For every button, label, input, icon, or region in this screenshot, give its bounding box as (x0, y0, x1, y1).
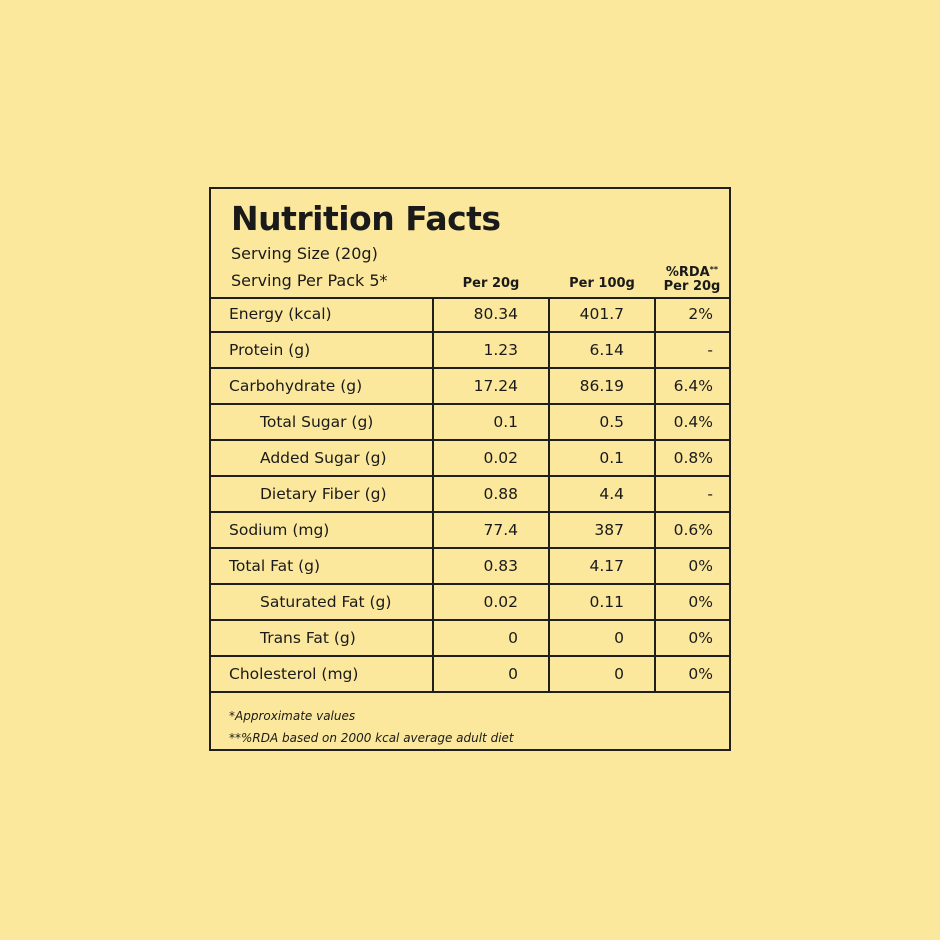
rda-value: 2% (654, 297, 729, 333)
serving-size: Serving Size (20g) (231, 244, 378, 263)
per-100g-value: 0.5 (548, 404, 655, 441)
nutrient-name: Energy (kcal) (211, 297, 433, 333)
nutrient-name: Saturated Fat (g) (211, 584, 433, 621)
per-100g-value: 387 (548, 512, 655, 549)
per-100g-value: 6.14 (548, 332, 655, 369)
rda-value: 0.6% (654, 512, 729, 549)
table-row: Protein (g) 1.23 6.14- (211, 332, 729, 369)
rda-header-line2: Per 20g (663, 279, 721, 294)
rda-value: - (654, 476, 729, 513)
per-serving-value: 1.23 (432, 332, 549, 369)
table-row: Sodium (mg) 77.4 387 0.6% (211, 512, 729, 549)
label-title: Nutrition Facts (231, 199, 501, 238)
per-100g-value: 0.1 (548, 440, 655, 477)
per-serving-value: 77.4 (432, 512, 549, 549)
nutrient-name: Dietary Fiber (g) (211, 476, 433, 513)
per-serving-value: 0.02 (432, 584, 549, 621)
nutrient-name: Trans Fat (g) (211, 620, 433, 657)
table-row: Cholesterol (mg) 0 0 0% (211, 656, 729, 693)
table-row: Trans Fat (g) 0 0 0% (211, 620, 729, 657)
per-serving-value: 0.1 (432, 404, 549, 441)
table-row: Carbohydrate (g) 17.24 86.19 6.4% (211, 368, 729, 405)
rda-header-line1: %RDA (665, 265, 710, 280)
per-100g-value: 0 (548, 620, 655, 657)
per-100g-value: 4.4 (548, 476, 655, 513)
nutrition-table: Energy (kcal) 80.34 401.7 2% Protein (g) 1.23… (211, 297, 729, 693)
rda-header-mark: ** (709, 265, 719, 274)
nutrient-name: Total Fat (g) (211, 548, 433, 585)
table-row: Total Sugar (g) 0.1 0.5 0.4% (211, 404, 729, 441)
serving-per-pack: Serving Per Pack 5* (231, 271, 388, 290)
nutrient-name: Protein (g) (211, 332, 433, 369)
rda-value: 0.8% (654, 440, 729, 477)
per-serving-value: 0.88 (432, 476, 549, 513)
per-serving-value: 0 (432, 656, 549, 693)
per-100g-value: 4.17 (548, 548, 655, 585)
column-header-rda: %RDA** Per 20g (655, 263, 729, 294)
rda-value: 0% (654, 584, 729, 621)
rda-value: 6.4% (654, 368, 729, 405)
rda-value: - (654, 332, 729, 369)
table-row: Total Fat (g) 0.83 4.17 0% (211, 548, 729, 585)
rda-value: 0% (654, 656, 729, 693)
nutrition-facts-label: Nutrition Facts Serving Size (20g) Servi… (209, 187, 731, 751)
per-serving-value: 80.34 (432, 297, 549, 333)
per-100g-value: 0 (548, 656, 655, 693)
footnotes: *Approximate values **%RDA based on 2000… (229, 705, 514, 749)
per-serving-value: 17.24 (432, 368, 549, 405)
label-header: Nutrition Facts Serving Size (20g) Servi… (211, 189, 729, 299)
table-row: Dietary Fiber (g) 0.88 4.4- (211, 476, 729, 513)
rda-value: 0.4% (654, 404, 729, 441)
rda-value: 0% (654, 548, 729, 585)
column-header-per-serving: Per 20g (462, 276, 520, 291)
column-header-per-100g: Per 100g (569, 276, 635, 291)
rda-value: 0% (654, 620, 729, 657)
nutrient-name: Total Sugar (g) (211, 404, 433, 441)
table-row: Energy (kcal) 80.34 401.7 2% (211, 297, 729, 333)
per-100g-value: 0.11 (548, 584, 655, 621)
nutrient-name: Cholesterol (mg) (211, 656, 433, 693)
footnote-rda-basis: **%RDA based on 2000 kcal average adult … (229, 731, 514, 745)
per-100g-value: 86.19 (548, 368, 655, 405)
per-100g-value: 401.7 (548, 297, 655, 333)
nutrient-name: Sodium (mg) (211, 512, 433, 549)
table-row: Saturated Fat (g) 0.02 0.11 0% (211, 584, 729, 621)
per-serving-value: 0 (432, 620, 549, 657)
nutrient-name: Carbohydrate (g) (211, 368, 433, 405)
per-serving-value: 0.83 (432, 548, 549, 585)
table-row: Added Sugar (g) 0.02 0.1 0.8% (211, 440, 729, 477)
footnote-approximate: *Approximate values (229, 709, 356, 723)
per-serving-value: 0.02 (432, 440, 549, 477)
nutrient-name: Added Sugar (g) (211, 440, 433, 477)
